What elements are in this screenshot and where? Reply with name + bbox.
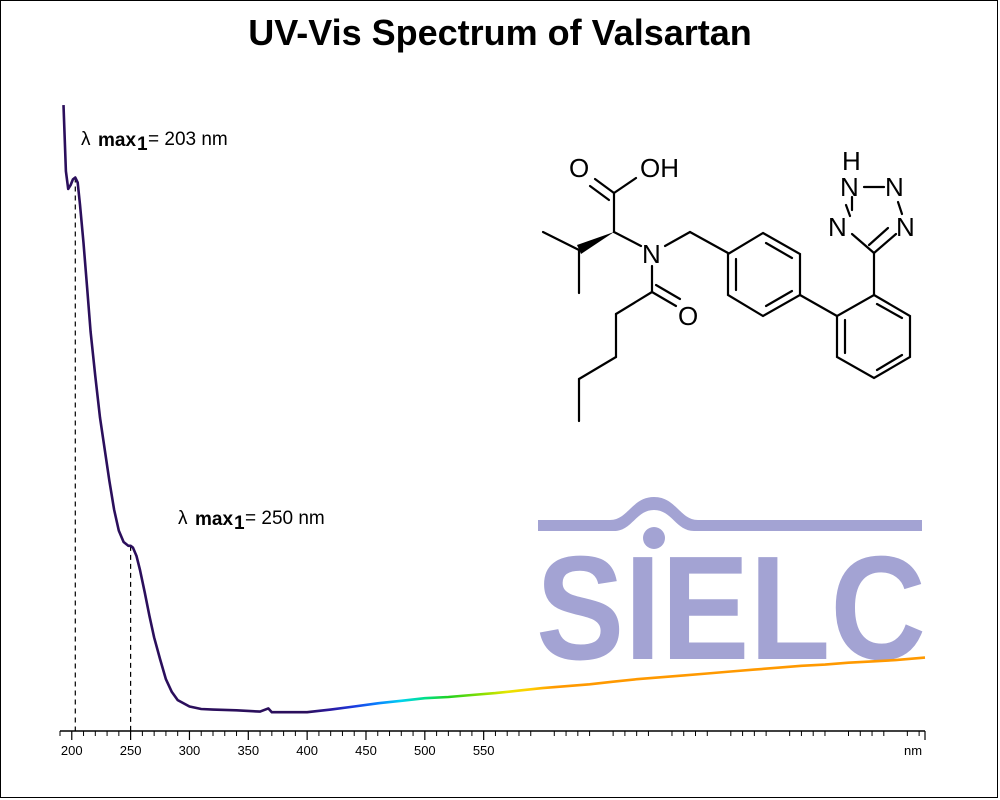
atom-label: N — [885, 172, 904, 202]
bond — [688, 230, 730, 255]
bond — [593, 177, 616, 195]
atom-label: N — [896, 212, 915, 242]
bond — [541, 230, 581, 252]
logo-arc — [538, 497, 922, 531]
bond — [875, 353, 904, 372]
x-axis-tick-label: 450 — [355, 743, 377, 758]
x-axis: 200 250 300 350 400 450 500 550 nm — [59, 730, 926, 758]
sielc-logo: SIELC — [536, 497, 926, 691]
wedge-bond — [577, 232, 614, 254]
logo-dot — [643, 527, 665, 549]
lambda-subscript: max — [195, 509, 233, 530]
lambda-sub-subscript: 1 — [234, 513, 245, 534]
bond — [654, 283, 682, 301]
bond — [798, 293, 839, 318]
x-axis-tick-label: 300 — [179, 743, 201, 758]
x-axis-major-ticks: 200 250 300 350 400 450 500 550 — [61, 731, 926, 758]
x-axis-tick-label: 350 — [237, 743, 259, 758]
atom-label: N — [642, 239, 661, 269]
bond — [577, 355, 618, 381]
lambda-symbol: λ — [178, 508, 188, 529]
atom-label: N — [828, 212, 847, 242]
bond — [867, 226, 890, 247]
bond — [835, 293, 912, 380]
lambda-max-annotation: λ max 1 = 250 nm — [178, 508, 325, 534]
x-axis-tick-label: 400 — [296, 743, 318, 758]
x-axis-minor-ticks — [59, 731, 920, 736]
x-axis-tick-label: 250 — [120, 743, 142, 758]
bond — [764, 241, 794, 260]
lambda-sub-subscript: 1 — [137, 134, 148, 155]
logo-text: SIELC — [536, 526, 926, 691]
bond — [764, 289, 794, 308]
bond — [726, 231, 802, 318]
lambda-max-drop-lines — [74, 177, 132, 731]
bond — [844, 203, 852, 218]
x-axis-unit-label: nm — [904, 743, 922, 758]
atom-label: H — [842, 146, 861, 176]
x-axis-tick-label: 200 — [61, 743, 83, 758]
lambda-value: = 203 nm — [148, 129, 228, 150]
lambda-max-annotation: λ max 1 = 203 nm — [81, 129, 228, 155]
chart-title: UV-Vis Spectrum of Valsartan — [248, 12, 752, 53]
bond — [872, 232, 898, 255]
lambda-max-annotations: λ max 1 = 203 nmλ max 1 = 250 nm — [81, 129, 325, 534]
atom-label: N — [840, 172, 859, 202]
bond — [588, 184, 611, 202]
atom-label: O — [569, 153, 589, 183]
x-axis-tick-label: 550 — [473, 743, 495, 758]
bond — [663, 230, 692, 248]
bond — [612, 176, 638, 195]
bond — [875, 302, 904, 320]
bond — [612, 230, 643, 248]
lambda-subscript: max — [98, 130, 136, 151]
bond — [614, 290, 654, 316]
lambda-symbol: λ — [81, 129, 91, 150]
bond — [896, 200, 904, 216]
bond — [650, 290, 678, 308]
x-axis-tick-label: 500 — [414, 743, 436, 758]
atom-label: O — [678, 301, 698, 331]
lambda-value: = 250 nm — [245, 508, 325, 529]
valsartan-structure: O OH N O H N N N N — [541, 146, 915, 423]
bond — [850, 232, 876, 255]
atom-label: OH — [640, 153, 679, 183]
spectrum-curve — [62, 105, 926, 714]
